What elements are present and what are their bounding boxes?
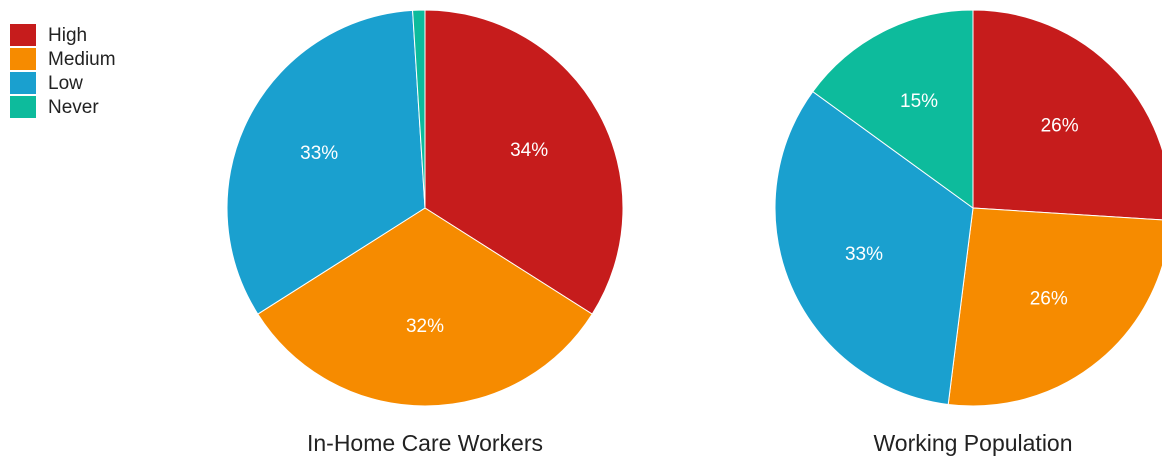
slice-label: 32% (406, 316, 444, 337)
pie-slice (226, 9, 426, 315)
legend-swatch (10, 96, 36, 118)
legend-label: Medium (48, 49, 116, 70)
pie-slice (812, 9, 974, 209)
legend-swatch (10, 48, 36, 70)
chart-title: Working Population (873, 430, 1072, 456)
slice-label: 26% (1030, 289, 1068, 310)
chart-title: In-Home Care Workers (307, 430, 543, 456)
legend-label: High (48, 25, 87, 46)
slice-label: 15% (900, 91, 938, 112)
pie-slice (972, 9, 1162, 221)
legend-label: Low (48, 73, 83, 94)
legend-swatch (10, 24, 36, 46)
legend-label: Never (48, 97, 99, 118)
slice-label: 33% (845, 244, 883, 265)
pie-slice (257, 207, 593, 407)
pie-slice (774, 90, 974, 405)
pie-slice (424, 9, 624, 315)
slice-label: 34% (510, 140, 548, 161)
pie-slice (412, 9, 426, 209)
pie-slice (947, 207, 1162, 407)
slice-label: 26% (1041, 116, 1079, 137)
slice-label: 33% (300, 143, 338, 164)
legend-swatch (10, 72, 36, 94)
